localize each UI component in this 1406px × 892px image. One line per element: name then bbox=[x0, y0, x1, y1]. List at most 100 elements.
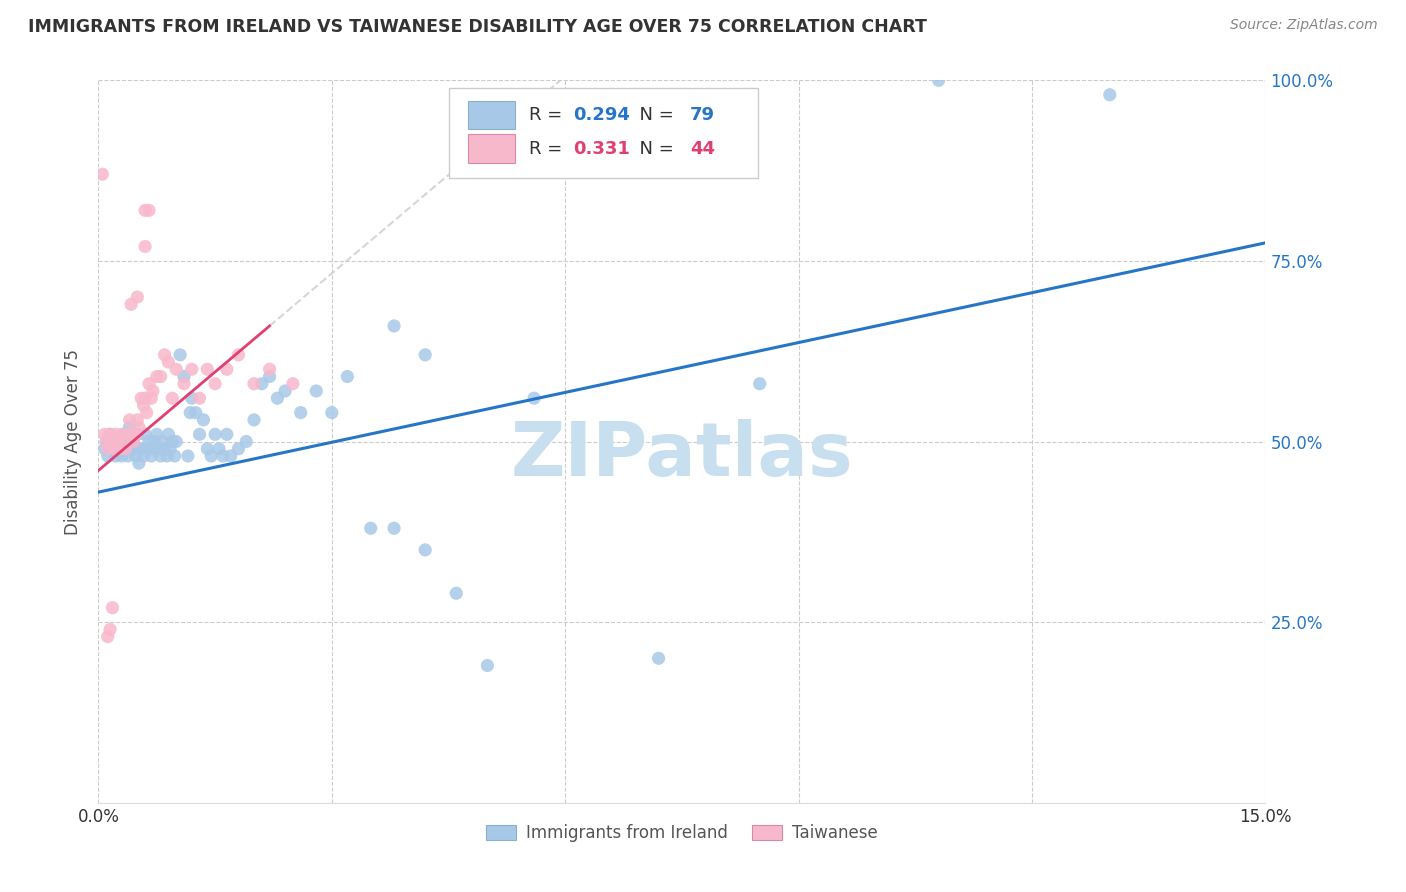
Point bbox=[93, 442, 115, 456]
Point bbox=[204, 427, 226, 442]
Point bbox=[156, 449, 179, 463]
Point bbox=[93, 427, 115, 442]
Point bbox=[235, 434, 257, 449]
Point bbox=[215, 427, 238, 442]
Point bbox=[101, 442, 124, 456]
Point bbox=[195, 362, 218, 376]
Point bbox=[477, 658, 499, 673]
Point bbox=[413, 542, 436, 557]
Point bbox=[108, 442, 131, 456]
Point bbox=[228, 348, 250, 362]
Point bbox=[928, 73, 950, 87]
Point bbox=[290, 406, 312, 420]
Point bbox=[127, 413, 149, 427]
Point bbox=[138, 434, 160, 449]
Point bbox=[748, 376, 770, 391]
Point bbox=[157, 427, 180, 442]
FancyBboxPatch shape bbox=[449, 87, 758, 178]
Point bbox=[127, 427, 149, 442]
Text: 44: 44 bbox=[690, 140, 716, 158]
Point bbox=[305, 384, 328, 398]
Point bbox=[212, 449, 235, 463]
Point bbox=[135, 442, 157, 456]
Point bbox=[446, 586, 468, 600]
FancyBboxPatch shape bbox=[468, 101, 515, 129]
Point bbox=[159, 442, 181, 456]
Point bbox=[114, 442, 136, 456]
Point bbox=[149, 449, 172, 463]
Text: N =: N = bbox=[628, 140, 679, 158]
Point bbox=[117, 427, 139, 442]
Point bbox=[111, 427, 134, 442]
Point bbox=[111, 449, 134, 463]
Text: R =: R = bbox=[529, 140, 568, 158]
Point bbox=[204, 376, 226, 391]
Point bbox=[141, 391, 163, 405]
Point bbox=[360, 521, 382, 535]
Point bbox=[173, 376, 195, 391]
Text: 0.331: 0.331 bbox=[574, 140, 630, 158]
Text: ZIPatlas: ZIPatlas bbox=[510, 419, 853, 492]
Point bbox=[259, 369, 281, 384]
Point bbox=[173, 369, 195, 384]
Y-axis label: Disability Age Over 75: Disability Age Over 75 bbox=[65, 349, 83, 534]
Point bbox=[128, 456, 150, 470]
Point bbox=[184, 406, 207, 420]
Point bbox=[128, 420, 150, 434]
Point bbox=[98, 427, 121, 442]
Point bbox=[243, 413, 266, 427]
Legend: Immigrants from Ireland, Taiwanese: Immigrants from Ireland, Taiwanese bbox=[479, 817, 884, 848]
Point bbox=[118, 413, 141, 427]
Point bbox=[336, 369, 359, 384]
Point bbox=[129, 442, 152, 456]
Point bbox=[117, 449, 139, 463]
Point bbox=[120, 442, 142, 456]
FancyBboxPatch shape bbox=[468, 135, 515, 163]
Point bbox=[169, 348, 191, 362]
Point bbox=[138, 376, 160, 391]
Point bbox=[103, 434, 125, 449]
Text: N =: N = bbox=[628, 106, 679, 124]
Point bbox=[132, 398, 155, 412]
Point bbox=[281, 376, 304, 391]
Text: Source: ZipAtlas.com: Source: ZipAtlas.com bbox=[1230, 18, 1378, 32]
Point bbox=[153, 348, 176, 362]
Point bbox=[228, 442, 250, 456]
Point bbox=[127, 442, 149, 456]
Point bbox=[149, 369, 172, 384]
Point bbox=[97, 442, 120, 456]
Point bbox=[177, 449, 200, 463]
Point bbox=[157, 355, 180, 369]
Point bbox=[96, 434, 118, 449]
Point bbox=[132, 449, 155, 463]
Point bbox=[162, 391, 184, 405]
Point bbox=[382, 521, 405, 535]
Point bbox=[523, 391, 546, 405]
Point bbox=[188, 391, 211, 405]
Point bbox=[146, 427, 169, 442]
Point bbox=[134, 203, 156, 218]
Point bbox=[219, 449, 242, 463]
Point bbox=[266, 391, 288, 405]
Point bbox=[413, 348, 436, 362]
Point bbox=[259, 362, 281, 376]
Point bbox=[122, 434, 145, 449]
Point bbox=[103, 442, 125, 456]
Point bbox=[97, 630, 120, 644]
Point bbox=[107, 434, 129, 449]
Point bbox=[108, 442, 131, 456]
Point bbox=[134, 427, 156, 442]
Point bbox=[143, 434, 166, 449]
Point bbox=[141, 449, 163, 463]
Point bbox=[101, 434, 124, 449]
Point bbox=[163, 449, 186, 463]
Point bbox=[179, 406, 201, 420]
Point bbox=[101, 600, 124, 615]
Point bbox=[107, 434, 129, 449]
Point bbox=[165, 362, 187, 376]
Text: R =: R = bbox=[529, 106, 568, 124]
Point bbox=[200, 449, 222, 463]
Point bbox=[96, 434, 118, 449]
Point bbox=[165, 434, 187, 449]
Point bbox=[180, 362, 202, 376]
